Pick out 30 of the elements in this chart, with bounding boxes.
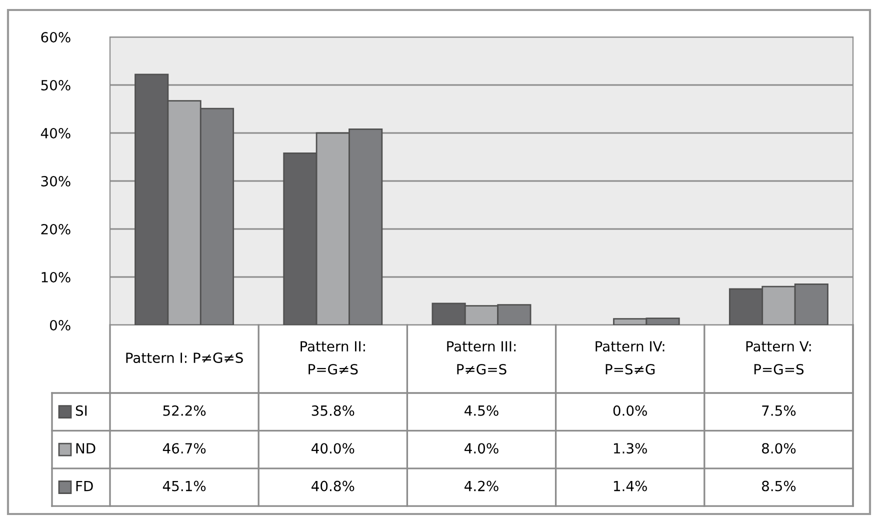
y-tick-label: 30% [41, 176, 70, 186]
data-label: 35.8% [312, 405, 354, 416]
data-label: 4.0% [464, 443, 498, 454]
x-tick-label: Pattern II: P=G≠S [300, 341, 365, 374]
legend-label: ND [76, 443, 96, 454]
data-label: 46.7% [162, 443, 206, 454]
x-tick-label: Pattern V: P=G=S [746, 341, 811, 374]
data-label: 4.5% [464, 405, 498, 416]
y-tick-label: 60% [41, 32, 70, 42]
data-label: 40.0% [312, 443, 354, 454]
x-tick-label: Pattern IV: P=S≠G [596, 341, 664, 374]
data-label: 7.5% [762, 405, 796, 416]
x-tick-label: Pattern I: P≠G≠S [126, 352, 243, 364]
y-tick-label: 0% [50, 320, 70, 330]
data-label: 45.1% [162, 480, 206, 492]
legend-label: SI [76, 405, 87, 416]
data-label: 4.2% [464, 480, 498, 492]
data-label: 0.0% [613, 405, 647, 416]
data-label: 1.3% [614, 443, 647, 454]
data-label: 8.0% [762, 443, 796, 454]
data-label: 40.8% [312, 480, 354, 492]
x-tick-label: Pattern III: P≠G=S [447, 341, 516, 374]
y-tick-label: 50% [41, 80, 70, 90]
data-label: 52.2% [163, 405, 206, 416]
data-label: 8.5% [762, 480, 796, 492]
data-label: 1.4% [614, 480, 647, 492]
y-tick-label: 10% [42, 272, 70, 282]
y-tick-label: 40% [40, 128, 70, 138]
y-tick-label: 20% [41, 224, 70, 234]
legend-label: FD [76, 480, 93, 492]
